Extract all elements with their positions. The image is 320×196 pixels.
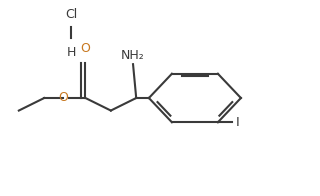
Text: H: H [67,46,76,59]
Text: I: I [236,116,240,129]
Text: O: O [58,92,68,104]
Text: NH₂: NH₂ [121,49,145,62]
Text: O: O [81,43,90,55]
Text: Cl: Cl [65,8,77,21]
